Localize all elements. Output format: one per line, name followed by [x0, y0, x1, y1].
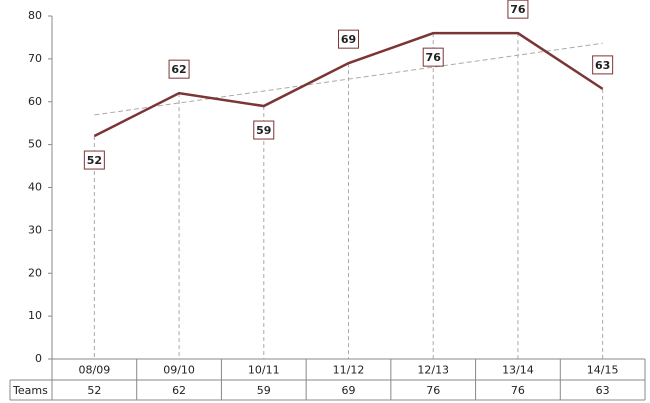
data-label: 52 [87, 154, 102, 167]
data-label-box [338, 29, 359, 49]
data-label: 63 [595, 59, 610, 72]
x-tick-label: 11/12 [333, 364, 365, 377]
data-label: 59 [256, 124, 271, 137]
y-tick-label: 30 [28, 223, 42, 236]
y-tick-label: 0 [35, 352, 42, 365]
table-value: 62 [172, 384, 186, 397]
x-tick-label: 08/09 [79, 364, 111, 377]
y-tick-label: 10 [28, 309, 42, 322]
y-tick-label: 80 [28, 9, 42, 22]
x-tick-label: 13/14 [502, 364, 534, 377]
data-label-box [422, 47, 444, 67]
table-value: 76 [426, 384, 440, 397]
line [93, 31, 604, 138]
data-label: 62 [171, 63, 186, 76]
table-value: 52 [87, 384, 101, 397]
y-tick-label: 20 [28, 266, 42, 279]
data-label: 76 [510, 3, 526, 16]
data-label-box [253, 120, 275, 140]
y-tick-label: 60 [28, 95, 42, 108]
x-tick-label: 10/11 [248, 364, 280, 377]
table-value: 69 [342, 384, 356, 397]
y-tick-label: 50 [28, 138, 42, 151]
x-tick-label: 09/10 [163, 364, 195, 377]
legend-label: Teams [12, 384, 48, 397]
data-label: 76 [426, 51, 442, 64]
x-tick-label: 14/15 [587, 364, 619, 377]
data-label-box [592, 55, 614, 75]
data-label-box [83, 150, 105, 170]
y-tick-label: 40 [28, 181, 42, 194]
trendline [94, 42, 603, 116]
table-value: 59 [257, 384, 271, 397]
data-label-box [507, 0, 529, 19]
table-value: 63 [596, 384, 610, 397]
data-label: 69 [341, 33, 356, 46]
data-label-box [168, 59, 190, 79]
x-tick-label: 12/13 [417, 364, 449, 377]
y-tick-label: 70 [28, 52, 42, 65]
table-value: 76 [511, 384, 525, 397]
